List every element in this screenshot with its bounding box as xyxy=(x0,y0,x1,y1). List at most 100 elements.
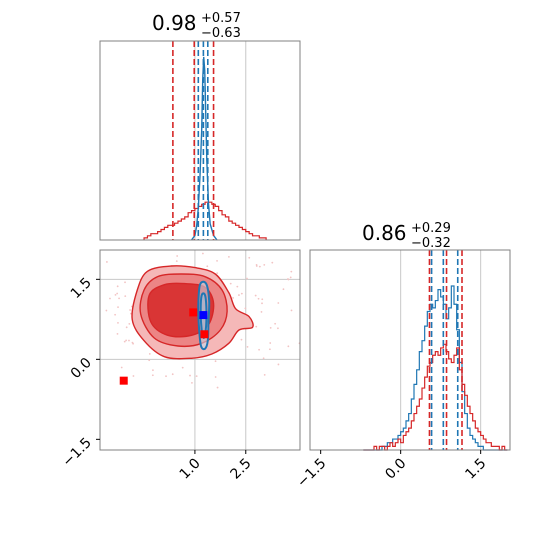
joint-y-tick-label: 0.0 xyxy=(68,355,95,382)
param1-red-histogram xyxy=(143,201,267,240)
joint-sample-point xyxy=(260,311,263,313)
param2-x-tick-label: −1.5 xyxy=(294,456,329,491)
joint-sample-point xyxy=(232,297,234,299)
param1-histogram-panel xyxy=(99,40,301,241)
joint-sample-point xyxy=(105,309,108,312)
param1-title-plus: +0.57 xyxy=(201,11,241,26)
joint-sample-point xyxy=(228,255,230,258)
joint-sample-point xyxy=(131,341,134,344)
joint-sample-point xyxy=(125,326,128,329)
joint-sample-point xyxy=(175,260,178,263)
joint-sample-point xyxy=(229,282,232,285)
joint-sample-point xyxy=(236,285,239,288)
joint-sample-point xyxy=(240,292,243,295)
joint-sample-point xyxy=(195,375,198,378)
joint-sample-point xyxy=(258,265,261,268)
joint-sample-point xyxy=(277,327,279,330)
joint-sample-point xyxy=(258,348,260,351)
joint-red-marker xyxy=(189,308,198,317)
joint-y-tick-label: 1.5 xyxy=(68,275,95,302)
joint-sample-point xyxy=(240,338,243,341)
joint-sample-point xyxy=(244,307,247,310)
param2-title-value: 0.86 xyxy=(362,221,407,245)
joint-sample-point xyxy=(263,373,266,376)
joint-sample-point xyxy=(214,376,217,378)
joint-sample-point xyxy=(118,297,120,300)
param2-title-minus: −0.32 xyxy=(411,236,451,251)
joint-x-tick-label: 2.5 xyxy=(228,456,255,483)
joint-sample-point xyxy=(290,309,293,312)
joint-red-marker xyxy=(119,376,128,385)
joint-sample-point xyxy=(132,375,135,377)
joint-sample-point xyxy=(181,366,184,369)
joint-sample-point xyxy=(152,369,154,372)
param2-title: 0.86 +0.29 −0.32 xyxy=(362,221,451,251)
joint-blue-marker xyxy=(199,311,208,320)
joint-sample-point xyxy=(254,294,257,297)
joint-sample-point xyxy=(106,261,108,263)
joint-sample-point xyxy=(148,353,151,355)
param2-histogram-panel xyxy=(309,249,511,451)
joint-sample-point xyxy=(116,285,119,288)
joint-sample-point xyxy=(269,342,272,344)
joint-sample-point xyxy=(248,256,251,259)
joint-sample-point xyxy=(257,297,260,300)
joint-sample-point xyxy=(238,294,240,296)
joint-sample-point xyxy=(189,374,191,377)
joint-sample-point xyxy=(116,333,119,335)
joint-sample-point xyxy=(282,288,285,291)
joint-sample-point xyxy=(165,375,167,378)
joint-y-tick-label: −1.5 xyxy=(59,435,94,470)
joint-sample-point xyxy=(151,374,154,377)
joint-sample-point xyxy=(261,298,264,301)
param1-title-value: 0.98 xyxy=(152,11,197,35)
joint-sample-point xyxy=(114,313,117,316)
param2-title-plus: +0.29 xyxy=(411,221,451,236)
joint-sample-point xyxy=(216,260,218,262)
param2-panel-frame xyxy=(309,249,511,451)
joint-sample-point xyxy=(128,322,131,325)
joint-sample-point xyxy=(262,357,265,360)
joint-sample-point xyxy=(271,261,274,264)
joint-sample-point xyxy=(216,272,219,275)
joint-sample-point xyxy=(129,309,131,311)
joint-sample-point xyxy=(277,363,280,366)
param2-x-tick-label: 1.5 xyxy=(462,456,489,483)
joint-sample-point xyxy=(290,270,293,273)
joint-sample-point xyxy=(263,263,266,266)
joint-x-tick-label: 1.0 xyxy=(177,456,204,483)
param1-blue-histogram xyxy=(190,56,218,241)
joint-sample-point xyxy=(148,359,151,362)
joint-sample-point xyxy=(289,276,292,279)
joint-sample-point xyxy=(206,265,209,268)
joint-sample-point xyxy=(246,345,249,348)
joint-sample-point xyxy=(114,293,117,296)
joint-sample-point xyxy=(214,360,217,363)
joint-sample-point xyxy=(261,302,263,305)
joint-sample-point xyxy=(268,348,271,351)
joint-sample-point xyxy=(128,339,130,342)
joint-sample-point xyxy=(246,277,248,280)
param2-blue-histogram xyxy=(363,285,508,451)
joint-sample-point xyxy=(202,252,204,255)
joint-sample-point xyxy=(120,366,123,369)
joint-sample-point xyxy=(109,297,111,300)
joint-sample-point xyxy=(255,265,258,267)
joint-sample-point xyxy=(287,345,290,348)
param1-panel-frame xyxy=(99,40,301,241)
joint-contour-panel xyxy=(99,249,301,451)
joint-sample-point xyxy=(117,321,119,324)
joint-sample-point xyxy=(216,386,219,389)
joint-sample-point xyxy=(171,373,174,376)
joint-sample-point xyxy=(124,281,126,284)
joint-sample-point xyxy=(255,325,258,328)
joint-red-contour-inner xyxy=(147,282,215,338)
param2-x-tick-label: 0.0 xyxy=(382,456,409,483)
joint-sample-point xyxy=(287,278,290,281)
joint-sample-point xyxy=(117,306,119,309)
joint-sample-point xyxy=(125,339,128,342)
joint-sample-point xyxy=(124,295,127,298)
param1-title: 0.98 +0.57 −0.63 xyxy=(152,11,241,41)
param2-red-histogram xyxy=(363,343,508,451)
